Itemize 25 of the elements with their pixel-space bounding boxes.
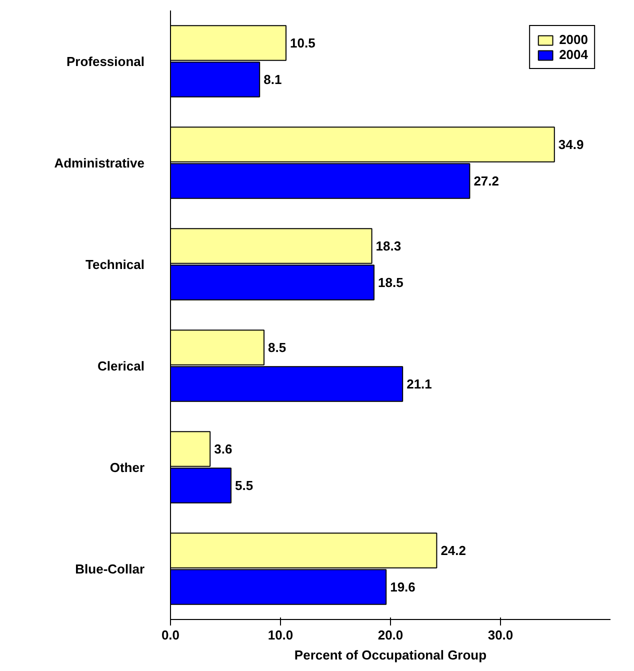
y-tick-label: Technical: [86, 256, 145, 272]
data-label: 27.2: [474, 174, 500, 189]
data-label: 18.3: [376, 238, 402, 254]
data-label: 24.2: [440, 542, 466, 558]
x-axis-title: Percent of Occupational Group: [294, 648, 487, 662]
y-tick-label: Clerical: [98, 358, 145, 374]
data-label: 5.5: [235, 478, 254, 494]
y-tick-label: Other: [110, 460, 144, 475]
data-label: 18.5: [378, 275, 404, 290]
data-label: 21.1: [406, 376, 432, 392]
data-label: 10.5: [290, 35, 316, 50]
x-tick-label: 0.0: [161, 628, 180, 642]
data-label: 3.6: [214, 441, 232, 456]
data-label: 8.5: [268, 340, 286, 355]
y-tick-label: Administrative: [54, 155, 145, 170]
x-tick-label: 10.0: [268, 628, 294, 642]
x-tick-label: 20.0: [378, 628, 404, 642]
x-tick-label: 30.0: [488, 628, 514, 642]
y-tick-label: Blue-Collar: [75, 561, 144, 576]
data-label: 34.9: [558, 136, 584, 152]
legend-label: 2000: [559, 32, 588, 47]
data-label: 8.1: [264, 72, 282, 88]
legend-label: 2004: [559, 47, 588, 62]
y-tick-label: Professional: [66, 54, 145, 69]
data-label: 19.6: [390, 580, 416, 595]
